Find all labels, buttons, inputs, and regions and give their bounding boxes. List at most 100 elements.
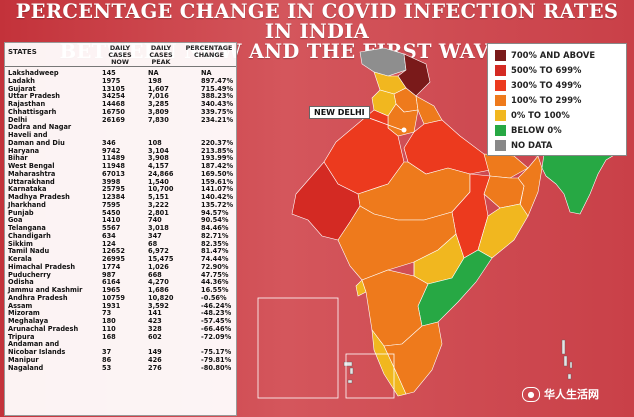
table-row: Manipur 86 426 -79.81%	[5, 355, 236, 365]
table-row: Himachal Pradesh 1774 1,026 72.90%	[5, 262, 236, 272]
daily-peak-cell: NA	[148, 69, 159, 77]
daily-peak-cell: 6,972	[148, 247, 169, 256]
daily-now-cell: 37	[102, 348, 112, 356]
state-cell: Tamil Nadu	[8, 247, 50, 256]
state-cell: Puducherry	[8, 270, 51, 279]
daily-peak-cell: 3,285	[148, 100, 169, 108]
state-cell: Arunachal Pradesh	[8, 324, 79, 333]
daily-peak-cell: 1,607	[148, 84, 169, 93]
percentage-cell: 140.42%	[201, 193, 234, 201]
daily-now-cell: 86	[102, 355, 112, 364]
daily-peak-cell: 5,151	[148, 193, 169, 201]
daily-now-cell: 5567	[102, 224, 121, 232]
table-body: Lakshadweep 145 NA NA Ladakh 1975 198 897.47% Gu…	[5, 69, 236, 373]
table-row: Nagaland 53 276 -80.80%	[5, 363, 236, 373]
table-row: Assam 1931 3,592 -46.24%	[5, 301, 236, 311]
daily-peak-cell: 276	[148, 363, 162, 372]
legend-item: 100% TO 299%	[495, 94, 581, 106]
table-row: Arunachal Pradesh 110 328 -66.46%	[5, 324, 236, 334]
state-cell: Punjab	[8, 208, 34, 217]
percentage-cell: 72.90%	[201, 262, 229, 271]
daily-peak-cell: 2,801	[148, 208, 169, 217]
table-row: Rajasthan 14468 3,285 340.43%	[5, 100, 236, 109]
daily-peak-cell: 3,018	[148, 224, 169, 232]
legend-label: 0% TO 100%	[511, 110, 570, 120]
daily-peak-cell: 1,686	[148, 286, 169, 294]
percentage-cell: NA	[201, 69, 212, 77]
state-cell: Nagaland	[8, 363, 44, 372]
percentage-cell: 44.36%	[201, 278, 229, 287]
daily-peak-cell: 3,809	[148, 107, 169, 116]
table-row: Uttarakhand 3998 1,540 159.61%	[5, 178, 236, 187]
legend-item: BELOW 0%	[495, 124, 562, 136]
percentage-cell: 141.07%	[201, 185, 234, 194]
daily-now-cell: 25795	[102, 185, 125, 194]
daily-now-cell: 110	[102, 324, 116, 333]
legend-label: 300% TO 499%	[511, 80, 582, 90]
table-row: Ladakh 1975 198 897.47%	[5, 76, 236, 86]
daily-now-cell: 34254	[102, 92, 125, 101]
table-row: Gujarat 13105 1,607 715.49%	[5, 84, 236, 94]
legend-label: 500% TO 699%	[511, 65, 582, 75]
india-map	[257, 47, 627, 399]
percentage-cell: 340.43%	[201, 100, 234, 108]
state-cell: Maharashtra	[8, 169, 56, 178]
daily-peak-cell: 3,592	[148, 301, 169, 310]
percentage-cell: 82.35%	[201, 239, 229, 248]
table-row: Haryana 9742 3,104 213.85%	[5, 146, 236, 156]
table-row: West Bengal 11948 4,157 187.42%	[5, 162, 236, 171]
state-cell: Jharkhand	[8, 200, 46, 209]
daily-peak-cell: 3,104	[148, 146, 169, 155]
daily-now-cell: 1410	[102, 216, 121, 225]
table-row: Nicobar Islands 37 149 -75.17%	[5, 348, 236, 357]
percentage-cell: 94.57%	[201, 208, 229, 217]
map-region-uttar-pradesh	[403, 119, 491, 175]
table-row: Tripura 168 602 -72.09%	[5, 332, 236, 342]
daily-peak-cell: 10,700	[148, 185, 174, 194]
table-row: Dadra and Nagar	[5, 123, 236, 132]
daily-now-cell: 168	[102, 332, 116, 341]
map-andaman-islands	[343, 339, 573, 384]
daily-now-cell: 1774	[102, 262, 121, 271]
state-cell: Lakshadweep	[8, 69, 59, 77]
header-state: STATES	[8, 48, 37, 56]
daily-now-cell: 1965	[102, 286, 121, 294]
percentage-cell: 897.47%	[201, 76, 234, 85]
wechat-icon: ●	[522, 386, 540, 402]
table-row: Chhattisgarh 16750 3,809 339.75%	[5, 107, 236, 117]
state-cell: Meghalaya	[8, 317, 49, 325]
state-cell: Goa	[8, 216, 23, 225]
percentage-cell: -57.45%	[201, 317, 232, 325]
percentage-cell: 47.75%	[201, 270, 229, 279]
state-cell: Telangana	[8, 224, 46, 232]
table-row: Chandigarh 634 347 82.71%	[5, 232, 236, 241]
daily-now-cell: 13105	[102, 84, 125, 93]
daily-peak-cell: 740	[148, 216, 162, 225]
table-row: Lakshadweep 145 NA NA	[5, 69, 236, 78]
daily-now-cell: 12384	[102, 193, 125, 201]
daily-now-cell: 14468	[102, 100, 125, 108]
table-row: Maharashtra 67013 24,866 169.50%	[5, 169, 236, 179]
percentage-cell: 220.37%	[201, 138, 234, 147]
percentage-cell: -48.23%	[201, 309, 232, 318]
legend: 700% AND ABOVE 500% TO 699% 300% TO 499% 10…	[487, 43, 627, 156]
daily-now-cell: 26169	[102, 115, 125, 124]
percentage-cell: 90.54%	[201, 216, 229, 225]
table-row: Meghalaya 180 423 -57.45%	[5, 317, 236, 326]
daily-peak-cell: 7,016	[148, 92, 169, 101]
legend-item: 300% TO 499%	[495, 79, 581, 91]
daily-now-cell: 6164	[102, 278, 121, 287]
state-cell: Ladakh	[8, 76, 35, 85]
state-cell: Manipur	[8, 355, 39, 364]
table-row: Jammu and Kashmir 1965 1,686 16.55%	[5, 286, 236, 295]
state-cell: Bihar	[8, 154, 28, 163]
state-cell: Daman and Diu	[8, 138, 65, 147]
daily-now-cell: 11948	[102, 162, 125, 170]
percentage-cell: 169.50%	[201, 169, 234, 178]
table-row: Uttar Pradesh 34254 7,016 388.23%	[5, 92, 236, 101]
table-row: Daman and Diu 346 108 220.37%	[5, 138, 236, 148]
watermark: ● 华人生活网	[522, 386, 599, 402]
state-cell: Assam	[8, 301, 33, 310]
header-divider	[5, 66, 236, 67]
state-cell: Odisha	[8, 278, 34, 287]
